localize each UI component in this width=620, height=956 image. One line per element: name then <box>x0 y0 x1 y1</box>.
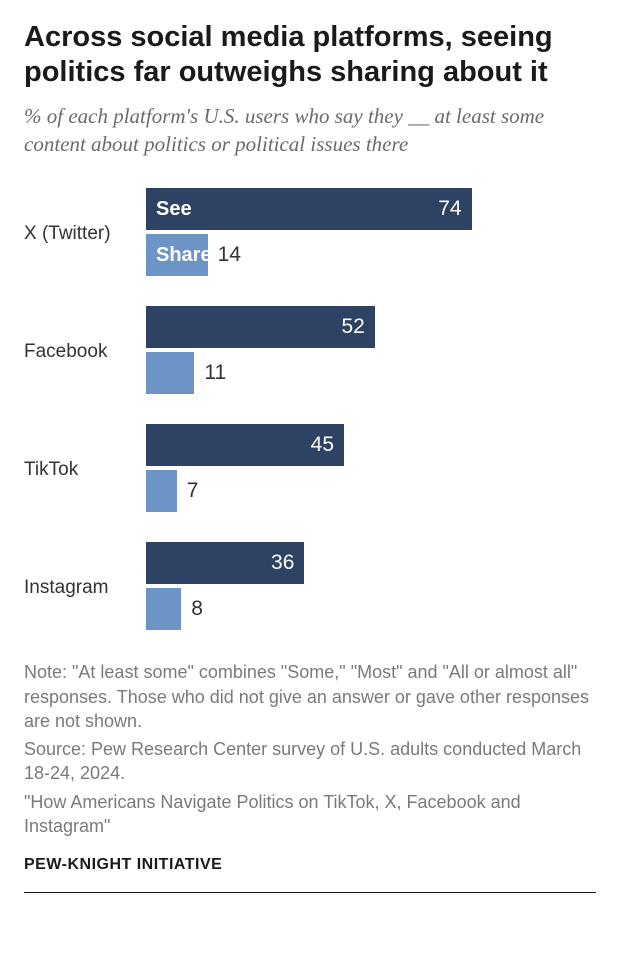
bars-wrap: 52 11 <box>146 306 596 398</box>
chart-title: Across social media platforms, seeing po… <box>24 20 596 90</box>
bars-wrap: 36 8 <box>146 542 596 634</box>
legend-share: Share <box>156 244 212 267</box>
bar-see: See 74 <box>146 188 472 230</box>
chart-row-group: Facebook 52 11 <box>24 306 596 398</box>
bar-value-see: 52 <box>341 315 364 339</box>
note-methodology: Note: "At least some" combines "Some," "… <box>24 660 596 733</box>
bar-chart: X (Twitter) See 74 Share 14 Facebook 52 11 TikTo… <box>24 188 596 634</box>
bar-value-see: 45 <box>311 433 334 457</box>
category-label: Facebook <box>24 341 146 363</box>
bar-share <box>146 470 177 512</box>
bar-see: 36 <box>146 542 304 584</box>
note-report-title: "How Americans Navigate Politics on TikT… <box>24 790 596 839</box>
bar-value-share: 7 <box>187 479 199 503</box>
bar-value-see: 36 <box>271 551 294 575</box>
chart-row-group: Instagram 36 8 <box>24 542 596 634</box>
chart-row-group: TikTok 45 7 <box>24 424 596 516</box>
chart-subtitle: % of each platform's U.S. users who say … <box>24 102 596 159</box>
bars-wrap: 45 7 <box>146 424 596 516</box>
bar-share <box>146 588 181 630</box>
bar-see: 52 <box>146 306 375 348</box>
bar-value-share: 8 <box>191 597 203 621</box>
bar-share: Share <box>146 234 208 276</box>
bar-value-share: 11 <box>204 361 226 385</box>
category-label: TikTok <box>24 459 146 481</box>
category-label: X (Twitter) <box>24 223 146 245</box>
category-label: Instagram <box>24 577 146 599</box>
bar-share <box>146 352 194 394</box>
legend-see: See <box>156 198 192 221</box>
note-source: Source: Pew Research Center survey of U.… <box>24 737 596 786</box>
bars-wrap: See 74 Share 14 <box>146 188 596 280</box>
footer-initiative: PEW-KNIGHT INITIATIVE <box>24 856 596 893</box>
bar-value-share: 14 <box>218 243 241 267</box>
bar-value-see: 74 <box>438 197 461 221</box>
chart-row-group: X (Twitter) See 74 Share 14 <box>24 188 596 280</box>
bar-see: 45 <box>146 424 344 466</box>
